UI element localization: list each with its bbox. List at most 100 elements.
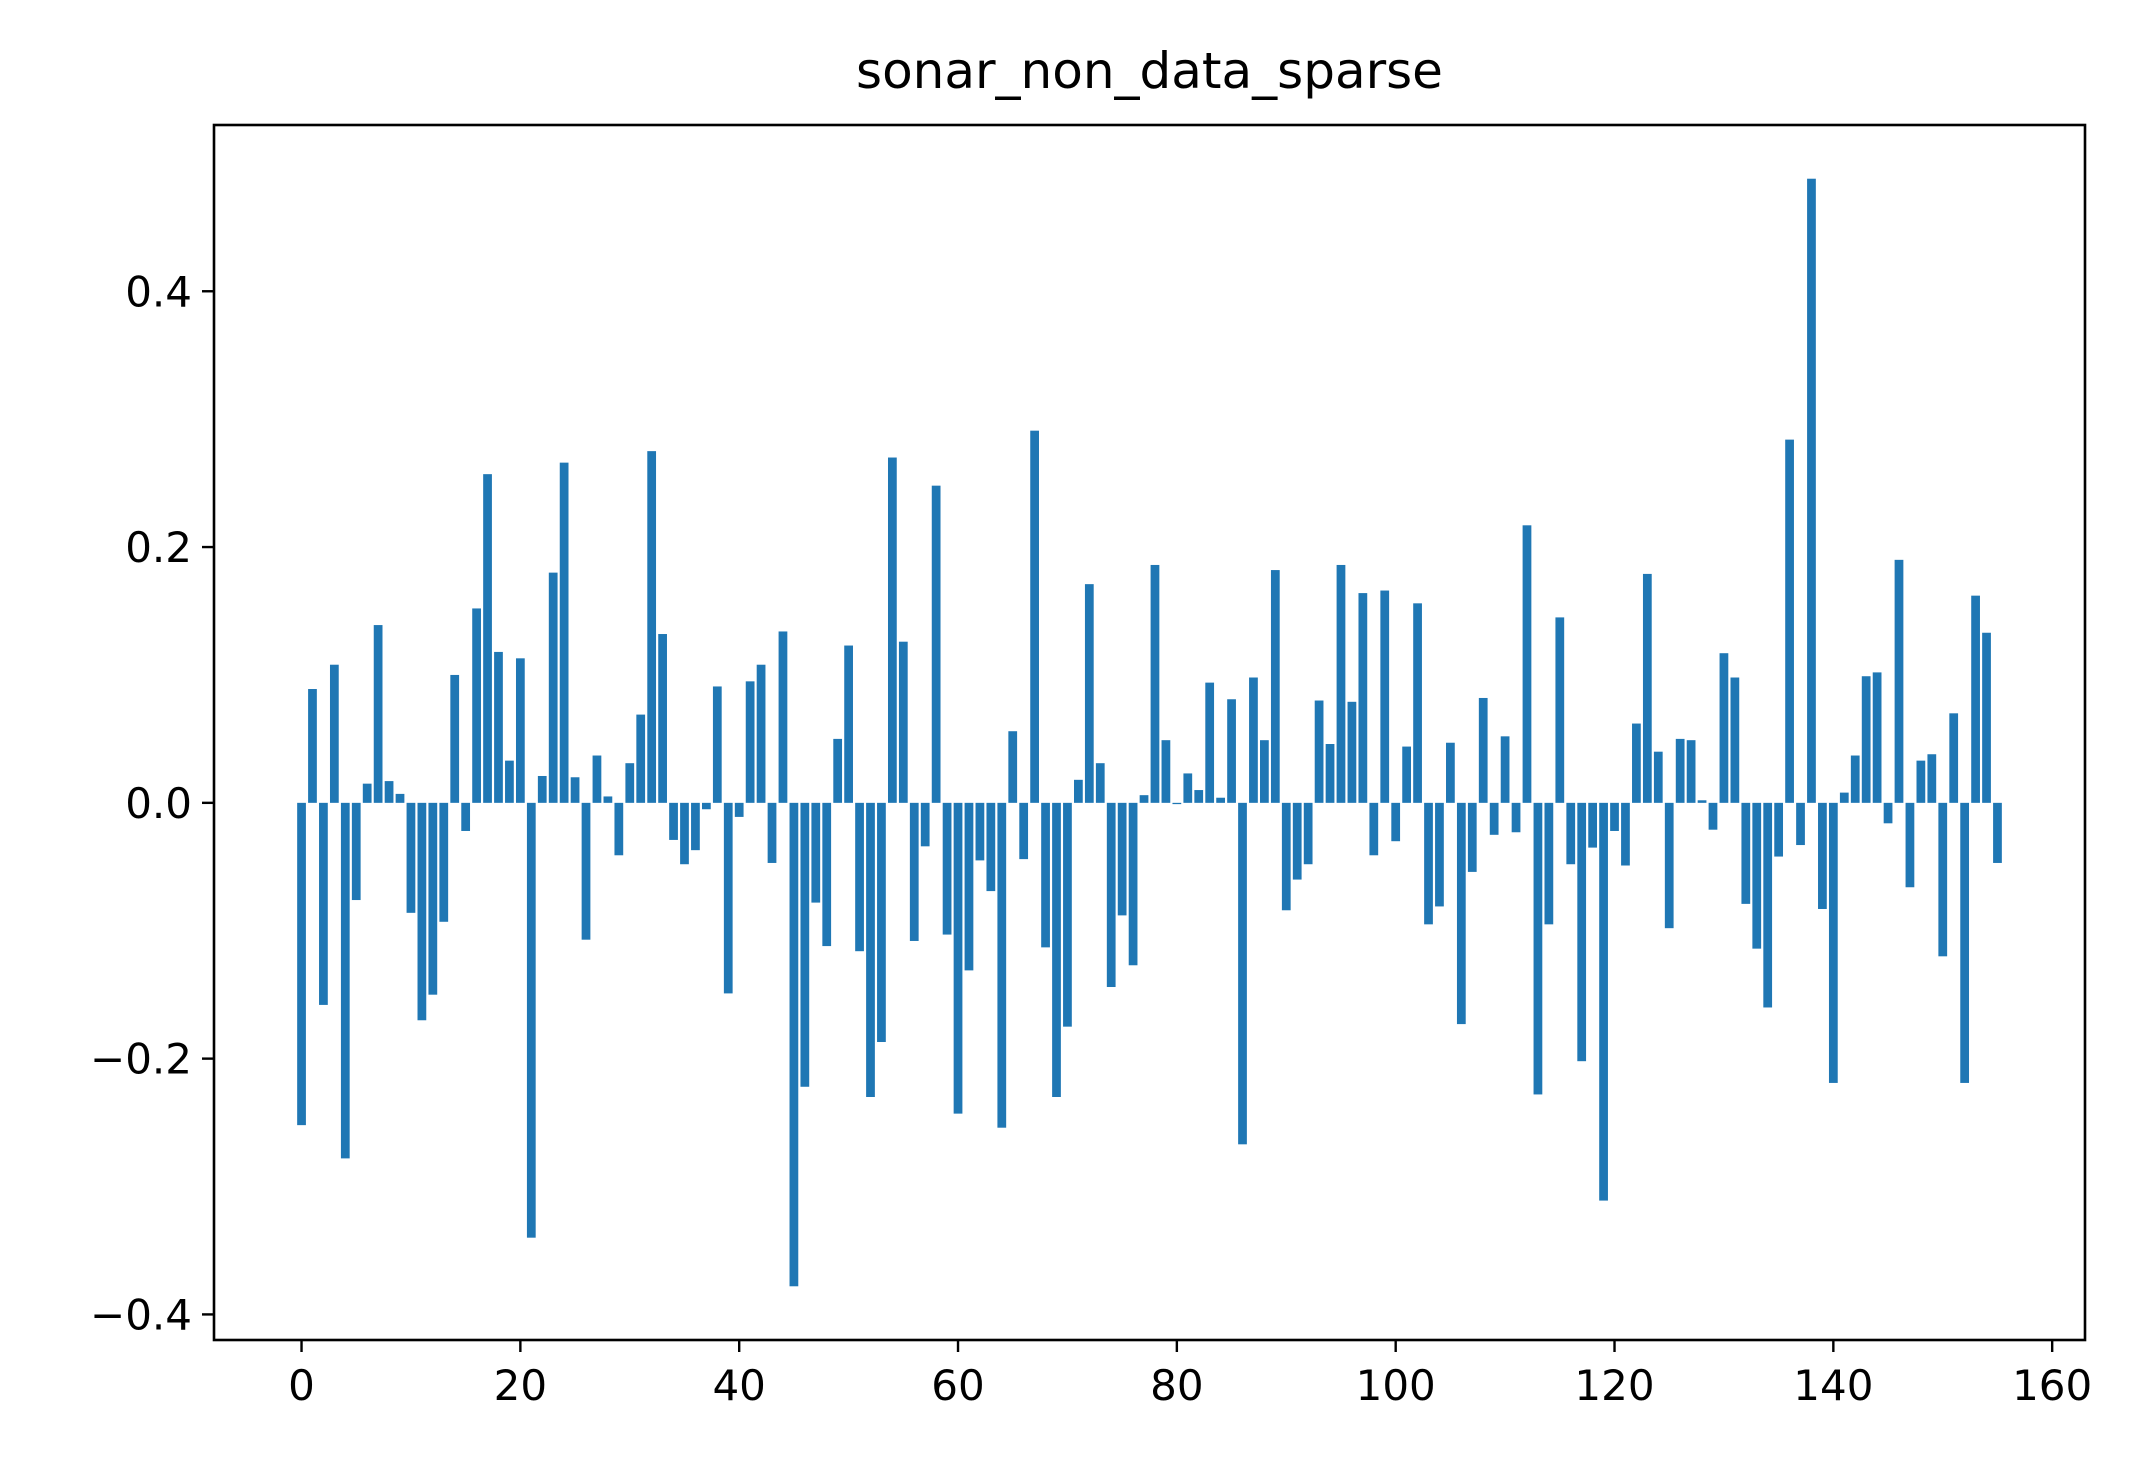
x-tick-label: 40 [712, 1361, 765, 1410]
bar-111 [1511, 802, 1521, 833]
bar-150 [1938, 802, 1948, 957]
y-axis-ticks: −0.4 −0.2 0.0 0.2 0.4 [90, 267, 214, 1339]
bar-139 [1818, 802, 1827, 909]
bar-25 [570, 777, 580, 803]
bar-39 [723, 802, 733, 994]
bar-125 [1664, 802, 1674, 929]
x-tick-label: 0 [288, 1361, 315, 1410]
bar-103 [1424, 802, 1433, 925]
bar-124 [1653, 751, 1663, 803]
bar-142 [1850, 755, 1860, 803]
bar-15 [461, 802, 471, 831]
bar-52 [866, 802, 875, 1097]
x-axis-ticks: 0 20 40 60 80 100 120 140 160 [288, 1340, 2092, 1410]
bar-73 [1095, 763, 1105, 803]
bar-107 [1467, 802, 1477, 872]
bar-144 [1872, 672, 1882, 803]
bar-11 [417, 802, 427, 1021]
bar-136 [1785, 439, 1794, 803]
bar-104 [1435, 802, 1444, 907]
bar-13 [439, 802, 449, 922]
y-tick-label: 0.2 [125, 523, 192, 572]
bar-105 [1446, 742, 1455, 803]
bar-131 [1730, 677, 1740, 803]
bar-143 [1861, 676, 1871, 803]
bar-114 [1544, 802, 1554, 925]
bar-19 [505, 760, 514, 803]
bar-148 [1916, 760, 1926, 803]
bar-12 [428, 802, 438, 995]
bar-127 [1686, 740, 1696, 803]
bar-33 [658, 634, 667, 803]
bar-108 [1478, 697, 1488, 803]
bar-21 [526, 802, 536, 1238]
bar-59 [942, 802, 952, 935]
bar-106 [1456, 802, 1466, 1025]
bar-55 [898, 641, 908, 803]
bar-1 [308, 689, 317, 803]
bar-53 [877, 802, 886, 1043]
bar-14 [450, 674, 460, 803]
bar-155 [1993, 802, 2002, 863]
y-tick-label: −0.4 [90, 1290, 192, 1339]
bar-97 [1358, 593, 1368, 803]
bar-76 [1128, 802, 1138, 966]
bar-130 [1719, 653, 1729, 803]
bar-94 [1325, 744, 1335, 803]
bar-116 [1566, 802, 1576, 865]
bar-34 [669, 802, 678, 840]
bar-16 [472, 608, 481, 803]
bar-2 [319, 802, 328, 1005]
x-tick-label: 160 [2012, 1361, 2092, 1410]
bar-64 [997, 802, 1007, 1128]
bar-56 [909, 802, 919, 941]
bar-147 [1905, 802, 1915, 888]
bar-135 [1774, 802, 1784, 857]
bar-27 [592, 755, 602, 803]
bar-79 [1161, 740, 1171, 803]
bar-37 [701, 802, 711, 810]
bar-69 [1052, 802, 1061, 1097]
bar-120 [1610, 802, 1619, 831]
bar-38 [712, 686, 722, 803]
x-tick-label: 120 [1574, 1361, 1654, 1410]
bar-109 [1489, 802, 1499, 835]
bar-43 [767, 802, 777, 863]
bar-154 [1982, 632, 1991, 803]
bar-9 [395, 793, 405, 803]
chart-title: sonar_non_data_sparse [856, 42, 1443, 100]
bar-42 [756, 664, 766, 803]
bar-40 [734, 802, 744, 817]
bar-74 [1106, 802, 1116, 988]
bar-85 [1227, 699, 1236, 803]
bar-48 [822, 802, 832, 947]
bar-36 [691, 802, 700, 851]
bar-119 [1599, 802, 1608, 1201]
bar-149 [1927, 754, 1937, 803]
bar-60 [953, 802, 963, 1114]
bar-151 [1949, 713, 1959, 803]
x-tick-label: 20 [494, 1361, 547, 1410]
bar-86 [1238, 802, 1247, 1145]
bar-81 [1183, 773, 1193, 803]
bar-102 [1413, 603, 1422, 803]
y-tick-label: 0.4 [125, 267, 192, 316]
bar-8 [384, 781, 394, 803]
bar-6 [362, 783, 372, 803]
bar-129 [1708, 802, 1718, 830]
bar-24 [559, 462, 569, 803]
bar-70 [1063, 802, 1072, 1027]
bar-89 [1270, 570, 1280, 803]
bar-134 [1763, 802, 1773, 1008]
bar-18 [494, 651, 503, 803]
bar-49 [833, 738, 843, 803]
bar-141 [1839, 792, 1849, 803]
bar-54 [887, 457, 897, 803]
bar-77 [1139, 795, 1149, 803]
bar-67 [1030, 430, 1039, 803]
bar-22 [537, 775, 547, 803]
bar-112 [1522, 525, 1532, 803]
bar-10 [406, 802, 416, 913]
x-tick-label: 140 [1793, 1361, 1873, 1410]
